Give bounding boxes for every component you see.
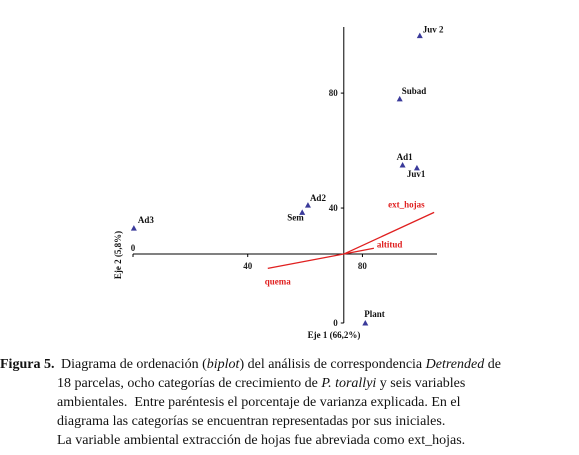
- y-tick-label: 80: [329, 88, 339, 98]
- point-label: Ad3: [138, 215, 155, 225]
- caption-text: 18 parcelas, ocho categorías de crecimie…: [57, 376, 321, 391]
- x-tick-label: 0: [131, 243, 136, 253]
- point-label: Sem: [287, 212, 304, 222]
- point: [362, 320, 369, 326]
- vector: [343, 247, 375, 255]
- caption-text: diagrama las categorías se encuentran re…: [57, 414, 445, 429]
- caption-text: de: [484, 357, 501, 372]
- point-label: Juv1: [407, 169, 426, 179]
- vector-label: ext_hojas: [388, 199, 425, 209]
- caption-text: biplot: [207, 357, 241, 372]
- point-label: Juv 2: [423, 25, 444, 35]
- point-label: Subad: [402, 86, 427, 96]
- point: [299, 209, 306, 215]
- caption-text: P. torallyi: [320, 376, 376, 391]
- y-axis-label: Eje 2 (5,8%): [113, 231, 123, 279]
- caption-line: diagrama las categorías se encuentran re…: [57, 414, 445, 429]
- caption-line: ambientales. Entre paréntesis el porcent…: [57, 395, 461, 410]
- point: [399, 161, 406, 168]
- point: [130, 225, 137, 231]
- point: [413, 164, 420, 171]
- caption-text: ambientales. Entre paréntesis el porcent…: [57, 395, 461, 410]
- vector: [267, 253, 344, 270]
- point-label: Ad1: [397, 152, 414, 162]
- y-tick-label: 0: [333, 318, 338, 328]
- caption-text: Diagrama de ordenación (: [61, 357, 207, 372]
- caption-text: ) del análisis de correspondencia: [239, 357, 425, 372]
- caption-text: La variable ambiental extracción de hoja…: [57, 433, 465, 448]
- caption-label: Figura 5.: [0, 357, 54, 372]
- caption-text: y seis variables: [376, 376, 465, 391]
- point: [396, 95, 403, 102]
- vector-label: altitud: [377, 239, 403, 249]
- caption-line: 18 parcelas, ocho categorías de crecimie…: [57, 376, 465, 391]
- point-label: Ad2: [310, 193, 327, 203]
- point-label: Plant: [364, 309, 385, 319]
- point: [304, 202, 311, 208]
- point: [416, 32, 423, 39]
- y-tick-label: 40: [329, 203, 339, 213]
- vector: [343, 211, 435, 255]
- x-tick-label: 80: [358, 261, 368, 271]
- x-axis-label: Eje 1 (66,2%): [308, 330, 361, 340]
- caption-text: Detrended: [425, 357, 486, 372]
- caption-line: La variable ambiental extracción de hoja…: [57, 433, 465, 448]
- caption-line: Diagrama de ordenación (biplot) del anál…: [61, 357, 501, 372]
- x-tick-label: 40: [243, 261, 253, 271]
- vector-label: quema: [265, 276, 292, 286]
